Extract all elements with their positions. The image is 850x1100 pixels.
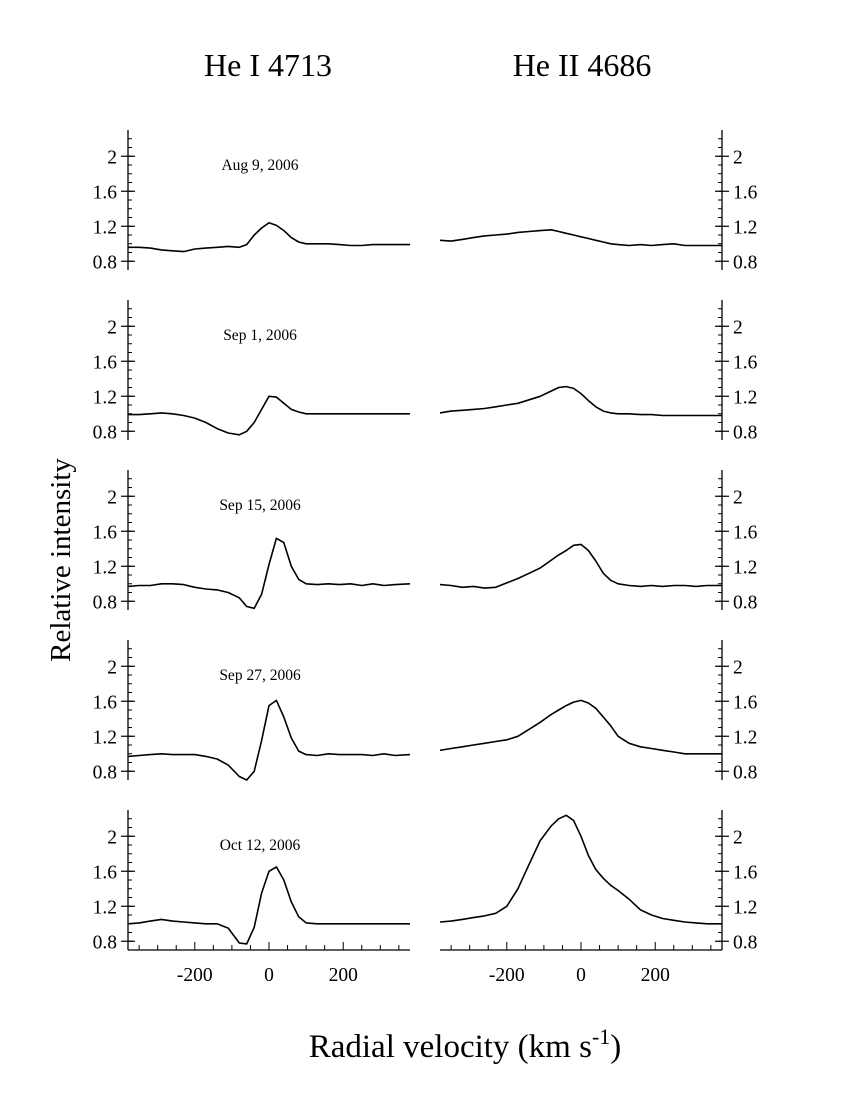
column-titles: He I 4713 He II 4686 [204, 47, 651, 83]
y-tick-label: 0.8 [93, 762, 117, 783]
y-tick-label: 1.6 [93, 862, 118, 883]
panel-date-label: Aug 9, 2006 [221, 157, 298, 174]
series-line [439, 814, 722, 925]
y-tick-label: 2 [107, 147, 117, 168]
panel-5-he-ii-4686-series: 0.8 1.2 1.6 2 -200 0 200 [439, 810, 758, 986]
series-line [439, 699, 722, 755]
y-tick-label: 1.6 [93, 352, 118, 373]
y-tick-label: 2 [733, 827, 743, 848]
y-tick-label: 1.2 [93, 387, 117, 408]
panel-2-he-ii-4686-series: 0.8 1.2 1.6 2 [439, 300, 758, 443]
panel-1-he-ii-4686-series: 0.8 1.2 1.6 2 [439, 130, 758, 273]
panel-4-he-ii-4686-series: 0.8 1.2 1.6 2 [439, 640, 758, 783]
panel-2-he-i-4713-series: 0.8 1.2 1.6 2 [93, 300, 410, 443]
x-tick-label: -200 [489, 965, 525, 986]
y-tick-label: 1.6 [733, 692, 758, 713]
y-tick-label: 1.2 [733, 217, 757, 238]
series-line [439, 543, 722, 589]
y-tick-label: 1.6 [93, 182, 118, 203]
y-tick-label: 2 [107, 827, 117, 848]
x-axis-label-close: ) [610, 1029, 621, 1065]
panel-1-he-i-4713-series: 0.8 1.2 1.6 2 [93, 130, 410, 273]
column-title-he-ii-4686: He II 4686 [513, 47, 652, 83]
series-line [127, 866, 410, 945]
y-tick-label: 1.2 [733, 897, 757, 918]
panel-3-he-i-4713-series: 0.8 1.2 1.6 2 [93, 470, 411, 613]
y-tick-label: 1.2 [93, 727, 117, 748]
y-tick-label: 1.6 [733, 862, 758, 883]
y-tick-label: 0.8 [733, 252, 757, 273]
panel-sep-1-2006: Sep 1, 2006 0.8 1.2 1.6 2 0.8 1.2 1.6 2 [93, 300, 758, 443]
panel-sep-15-2006: Sep 15, 2006 0.8 1.2 1.6 2 0.8 1.2 1.6 2 [93, 470, 758, 613]
y-tick-label: 2 [107, 487, 117, 508]
x-tick-label: 200 [329, 965, 358, 986]
series-line [127, 699, 411, 781]
y-tick-label: 1.2 [93, 217, 117, 238]
y-tick-label: 1.2 [93, 897, 117, 918]
series-line [127, 537, 411, 610]
y-tick-label: 1.6 [93, 522, 118, 543]
y-tick-label: 0.8 [93, 252, 117, 273]
y-tick-label: 1.2 [733, 557, 757, 578]
series-line [128, 222, 410, 253]
panel-date-label: Sep 1, 2006 [223, 327, 297, 344]
panel-date-label: Sep 15, 2006 [219, 497, 301, 514]
y-tick-label: 0.8 [733, 422, 757, 443]
y-tick-label: 2 [107, 657, 117, 678]
panel-4-he-i-4713-series: 0.8 1.2 1.6 2 [93, 640, 411, 783]
x-tick-label: -200 [177, 965, 213, 986]
y-tick-label: 2 [733, 487, 743, 508]
panel-aug-9-2006: Aug 9, 2006 0.8 1.2 1.6 2 0.8 1.2 1.6 2 [93, 130, 758, 273]
x-axis-label-superscript: -1 [592, 1024, 610, 1049]
y-axis-label: Relative intensity [45, 458, 77, 662]
y-tick-label: 1.6 [93, 692, 118, 713]
panel-oct-12-2006: Oct 12, 2006 0.8 1.2 1.6 2 -200 0 200 0.8 1.2 1.6 2… [93, 810, 758, 986]
series-line [128, 395, 410, 436]
y-tick-label: 0.8 [93, 422, 117, 443]
x-axis-label-main: Radial velocity (km s [309, 1029, 592, 1065]
panel-5-he-i-4713-series: 0.8 1.2 1.6 2 -200 0 200 [93, 810, 410, 986]
x-axis-he-ii-4686: -200 0 200 [440, 942, 722, 986]
y-tick-label: 2 [733, 147, 743, 168]
y-tick-label: 1.6 [733, 352, 758, 373]
series-line [439, 385, 722, 417]
y-tick-label: 0.8 [733, 762, 757, 783]
y-tick-label: 2 [733, 317, 743, 338]
panel-date-label: Oct 12, 2006 [220, 837, 301, 854]
y-tick-label: 0.8 [93, 592, 117, 613]
y-tick-label: 1.6 [733, 182, 758, 203]
y-tick-label: 2 [107, 317, 117, 338]
x-tick-label: 0 [576, 965, 586, 986]
panel-3-he-ii-4686-series: 0.8 1.2 1.6 2 [439, 470, 758, 613]
y-tick-label: 0.8 [733, 932, 757, 953]
series-line [439, 229, 722, 247]
column-title-he-i-4713: He I 4713 [204, 47, 332, 83]
x-axis-he-i-4713: -200 0 200 [128, 942, 410, 986]
x-axis-label: Radial velocity (km s-1) [309, 1024, 622, 1065]
y-tick-label: 2 [733, 657, 743, 678]
y-tick-label: 0.8 [733, 592, 757, 613]
y-tick-label: 1.6 [733, 522, 758, 543]
y-tick-label: 1.2 [93, 557, 117, 578]
y-tick-label: 0.8 [93, 932, 117, 953]
panel-date-label: Sep 27, 2006 [219, 667, 301, 684]
x-tick-label: 0 [264, 965, 274, 986]
y-tick-label: 1.2 [733, 387, 757, 408]
y-tick-label: 1.2 [733, 727, 757, 748]
x-tick-label: 200 [641, 965, 670, 986]
panel-sep-27-2006: Sep 27, 2006 0.8 1.2 1.6 2 0.8 1.2 1.6 2 [93, 640, 758, 783]
